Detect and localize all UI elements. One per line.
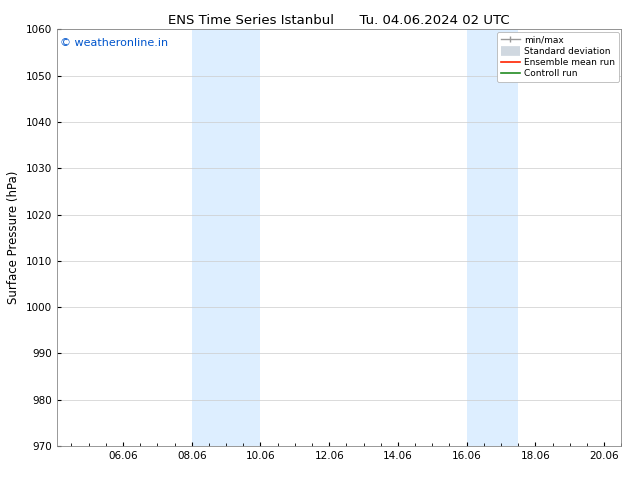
Bar — [467, 29, 518, 446]
Y-axis label: Surface Pressure (hPa): Surface Pressure (hPa) — [8, 171, 20, 304]
Text: © weatheronline.in: © weatheronline.in — [60, 38, 168, 48]
Bar — [191, 29, 261, 446]
Title: ENS Time Series Istanbul      Tu. 04.06.2024 02 UTC: ENS Time Series Istanbul Tu. 04.06.2024 … — [169, 14, 510, 27]
Legend: min/max, Standard deviation, Ensemble mean run, Controll run: min/max, Standard deviation, Ensemble me… — [497, 32, 619, 82]
